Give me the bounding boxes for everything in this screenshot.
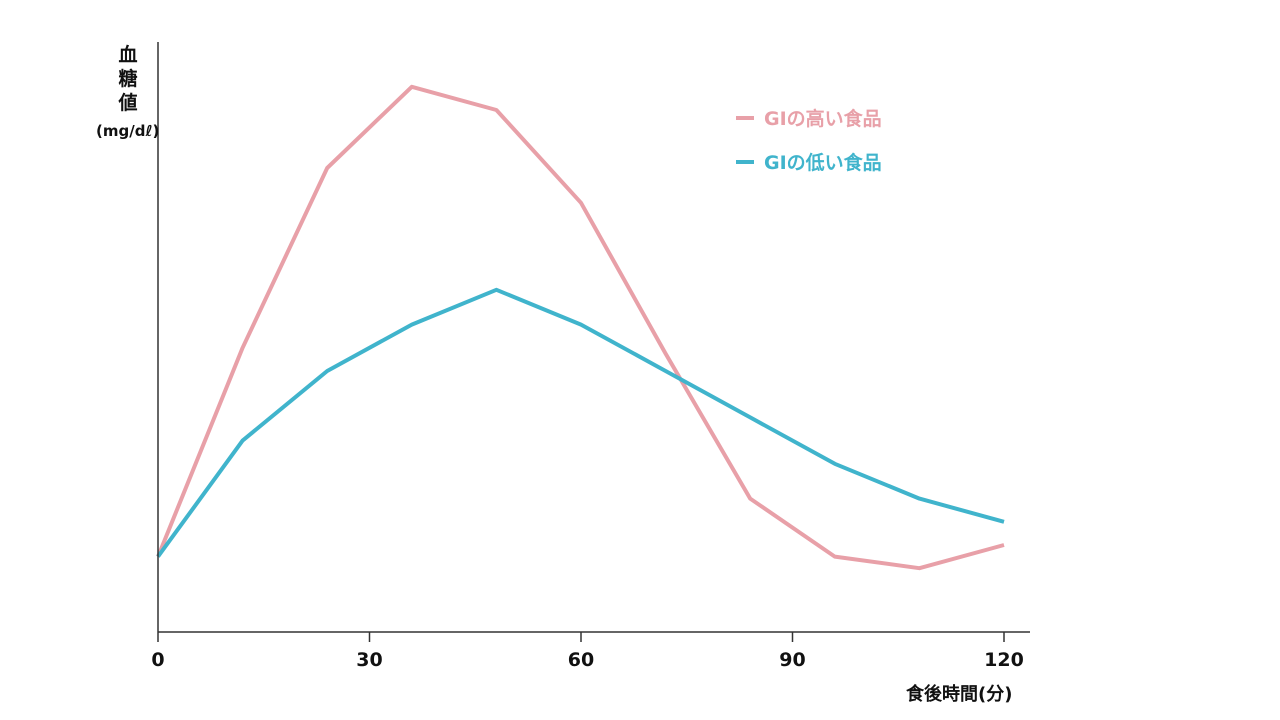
legend-label-low-gi: GIの低い食品 (764, 152, 882, 174)
y-axis-unit: (mg/dℓ) (96, 122, 160, 140)
series-line-low-gi (156, 287, 1005, 558)
x-axis-label: 食後時間(分) (906, 684, 1013, 705)
legend-swatch-high-gi (736, 115, 754, 120)
y-axis-label-char-1: 血 (118, 44, 138, 66)
series-line-high-gi (156, 84, 1005, 571)
legend-swatch-low-gi (736, 159, 754, 164)
y-axis-label-char-3: 値 (118, 92, 138, 114)
x-tick-label-0: 0 (151, 649, 164, 671)
tick-layer: 0 30 60 90 120 (151, 632, 1024, 671)
series-layer (156, 84, 1005, 571)
x-tick-label-30: 30 (356, 649, 382, 671)
legend-item-high-gi: GIの高い食品 (736, 104, 882, 131)
x-tick-label-90: 90 (779, 649, 805, 671)
legend-label-high-gi: GIの高い食品 (764, 108, 882, 130)
x-tick-label-120: 120 (984, 649, 1024, 671)
legend-item-low-gi: GIの低い食品 (736, 148, 882, 175)
x-tick-label-60: 60 (568, 649, 594, 671)
y-axis-label-char-2: 糖 (118, 68, 138, 90)
